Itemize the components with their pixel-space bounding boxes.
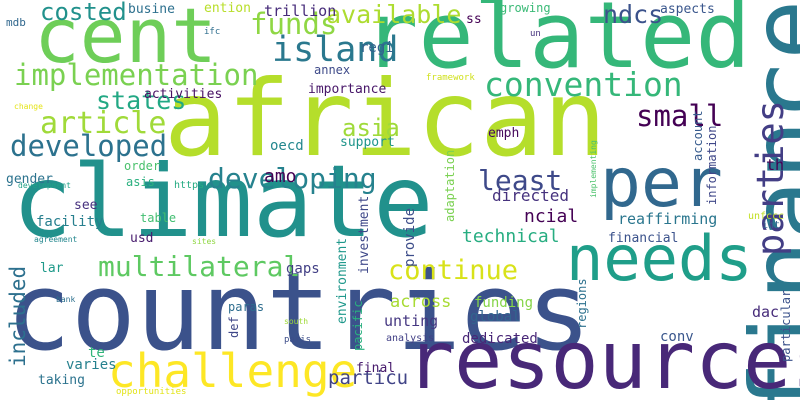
word-agreement: agreement xyxy=(34,235,78,244)
word-included: included xyxy=(6,265,30,367)
word-oecd: oecd xyxy=(270,138,304,154)
word-pacific: pacific xyxy=(351,300,365,351)
word-paris: paris xyxy=(284,335,312,345)
word-dedicated: dedicated xyxy=(462,331,538,347)
word-th: th xyxy=(766,156,785,174)
word-south: south xyxy=(284,317,309,326)
word-facility: facility xyxy=(36,214,104,230)
word-gaps: gaps xyxy=(286,261,320,277)
word-technical: technical xyxy=(462,226,560,247)
word-funds: funds xyxy=(250,7,338,41)
word-amo: amo xyxy=(264,166,297,187)
word-continue: continue xyxy=(388,255,519,286)
word-implementation: implementation xyxy=(14,58,259,92)
word-particu: particu xyxy=(328,367,409,389)
word-growing: growing xyxy=(500,1,551,15)
word-support: support xyxy=(340,135,395,150)
word-across: across xyxy=(390,292,452,312)
word-least: least xyxy=(478,164,563,197)
word-cent: cent xyxy=(34,0,218,80)
word-reaffirming: reaffirming xyxy=(618,210,718,228)
word-dac: dac xyxy=(752,303,780,321)
word-environment: environment xyxy=(335,237,350,324)
word-final: final xyxy=(356,361,396,376)
word-analysis: analysis xyxy=(386,333,435,344)
word-paras: paras xyxy=(228,300,265,314)
word-def: def xyxy=(227,316,241,338)
word-resources: resources xyxy=(406,314,800,400)
word-per: per xyxy=(600,144,723,223)
word-challenge: challenge xyxy=(108,344,358,398)
word-varies: varies xyxy=(66,357,117,373)
word-annex: annex xyxy=(314,63,351,77)
word-needs: needs xyxy=(566,222,753,295)
word-mdb: mdb xyxy=(6,16,26,29)
word-developing: developing xyxy=(208,162,377,195)
word-trillion: trillion xyxy=(264,2,337,20)
word-states: states xyxy=(96,86,187,115)
word-ifc: ifc xyxy=(204,27,221,37)
word-island: island xyxy=(272,30,399,70)
word-order: order xyxy=(124,159,161,173)
word-regi: regi xyxy=(360,40,394,56)
word-ncial: ncial xyxy=(524,206,579,227)
word-adaptation: adaptation xyxy=(443,149,457,222)
word-usd: usd xyxy=(130,231,154,246)
word-int: int xyxy=(762,220,781,231)
word-te: te xyxy=(88,345,105,361)
word-parties: parties xyxy=(749,100,792,256)
word-taking: taking xyxy=(38,373,85,388)
word-provide: provide xyxy=(402,207,418,267)
word-african: african xyxy=(164,58,607,180)
word-activities: activities xyxy=(144,87,223,102)
word-change: change xyxy=(14,102,43,111)
word-available: available xyxy=(326,0,462,29)
word-unfccc: unfccc xyxy=(748,211,785,222)
word-costed: costed xyxy=(40,0,127,26)
word-ention: ention xyxy=(204,1,251,16)
word-ndcs: ndcs xyxy=(603,0,664,29)
word-global: global xyxy=(470,309,521,325)
word-related: related xyxy=(363,0,751,89)
word-framework: framework xyxy=(426,73,475,83)
word-small: small xyxy=(636,99,724,133)
word-emph: emph xyxy=(488,126,520,141)
word-ss: ss xyxy=(466,12,482,27)
word-investment: investment xyxy=(357,195,372,274)
word-countries: countries xyxy=(6,250,592,375)
word-importance: importance xyxy=(308,82,387,97)
word-article: article xyxy=(40,106,167,141)
word-particular: particular xyxy=(779,289,793,362)
word-busine: busine xyxy=(128,2,175,17)
word-opportunities: opportunities xyxy=(116,387,187,397)
word-asia: asia xyxy=(342,114,400,142)
word-account: account xyxy=(691,110,705,161)
word-funding: funding xyxy=(474,295,534,311)
word-conv: conv xyxy=(660,329,694,345)
word-multilateral: multilateral xyxy=(98,250,301,283)
word-development: development xyxy=(18,181,71,190)
word-unting: unting xyxy=(384,312,439,330)
word-regions: regions xyxy=(575,278,589,329)
word-un: un xyxy=(530,29,541,39)
word-https: https xyxy=(174,180,205,191)
word-table: table xyxy=(140,211,177,225)
word-sites: sites xyxy=(192,237,217,246)
word-aspects: aspects xyxy=(660,2,715,17)
word-asis: asis xyxy=(126,175,155,189)
word-implementing: implementing xyxy=(589,140,598,198)
word-convention: convention xyxy=(484,65,683,104)
word-directed: directed xyxy=(492,186,570,205)
word-see: see xyxy=(74,198,98,213)
word-gender: gender xyxy=(6,172,53,187)
word-bank: bank xyxy=(56,295,76,304)
word-financial: financial xyxy=(608,231,679,246)
word-lar: lar xyxy=(40,261,64,276)
word-information: information xyxy=(705,125,719,205)
word-climate: climate xyxy=(12,143,434,260)
word-developed: developed xyxy=(10,129,168,163)
